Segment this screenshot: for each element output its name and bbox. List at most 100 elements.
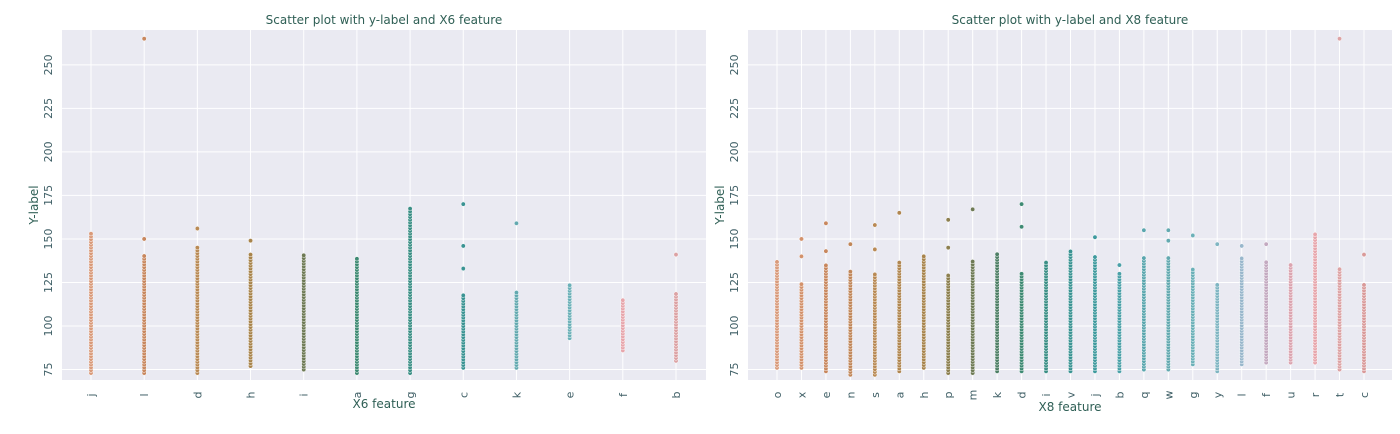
right-data-point: [994, 251, 1000, 257]
left-data-point: [194, 245, 200, 251]
right-data-point: [1019, 201, 1025, 207]
right-y-tick-label: 125: [728, 272, 741, 293]
left-data-point: [354, 256, 360, 262]
right-x-tick-label: i: [1040, 393, 1053, 396]
left-y-tick-label: 100: [42, 316, 55, 337]
right-data-point: [823, 248, 829, 254]
left-x-tick-label: g: [404, 392, 417, 399]
right-y-ticks: 75 100 125 150 175 200 225 250: [728, 54, 741, 376]
left-data-point: [141, 236, 147, 242]
right-y-tick-label: 150: [728, 228, 741, 249]
right-x-tick-label: y: [1211, 391, 1224, 398]
left-data-point: [460, 292, 466, 298]
right-data-point: [872, 222, 878, 228]
right-data-point: [1019, 224, 1025, 230]
right-data-point: [799, 253, 804, 259]
right-data-point: [1263, 241, 1269, 247]
right-data-point: [1141, 227, 1147, 233]
left-y-tick-label: 250: [42, 54, 55, 75]
right-x-tick-label: r: [1309, 392, 1322, 397]
right-data-point: [1141, 255, 1147, 261]
left-data-point: [673, 252, 679, 258]
right-data-point: [1288, 262, 1294, 268]
left-points: [88, 36, 679, 376]
right-data-point: [1165, 238, 1171, 244]
left-data-point: [88, 231, 94, 237]
right-x-tick-label: o: [771, 391, 784, 398]
left-scatter-panel: 75 100 125 150 175 200 225 250 j l d h i a g c k e f b Sca…: [27, 13, 706, 411]
right-data-point: [823, 262, 829, 268]
left-data-point: [620, 297, 626, 303]
left-y-tick-label: 225: [42, 98, 55, 119]
left-data-point: [141, 253, 147, 259]
right-data-point: [1068, 249, 1073, 254]
left-x-tick-label: a: [351, 392, 364, 399]
right-data-point: [774, 259, 780, 265]
right-data-point: [799, 236, 804, 242]
right-data-point: [970, 259, 976, 265]
right-data-point: [823, 220, 829, 226]
right-x-tick-label: p: [942, 391, 955, 398]
left-data-point: [141, 36, 147, 42]
right-x-tick-label: h: [918, 391, 931, 398]
left-y-axis-label: Y-label: [27, 185, 41, 225]
right-y-tick-label: 75: [728, 363, 741, 377]
right-data-point: [1337, 266, 1342, 272]
right-data-point: [799, 281, 804, 287]
right-data-point: [945, 217, 951, 223]
right-x-tick-label: x: [795, 391, 808, 398]
left-y-ticks: 75 100 125 150 175 200 225 250: [42, 54, 55, 376]
left-data-point: [514, 290, 519, 296]
right-data-point: [1019, 271, 1025, 277]
right-data-point: [1116, 271, 1122, 277]
right-data-point: [1239, 256, 1245, 261]
right-x-tick-label: b: [1113, 391, 1126, 398]
left-x-tick-label: h: [245, 391, 258, 398]
right-x-tick-label: k: [991, 391, 1004, 398]
left-data-point: [460, 243, 466, 249]
left-data-point: [673, 291, 679, 297]
left-x-tick-label: f: [617, 392, 630, 397]
right-x-tick-label: e: [820, 391, 833, 398]
left-data-point: [460, 266, 466, 272]
left-y-tick-label: 125: [42, 272, 55, 293]
right-data-point: [1043, 260, 1049, 266]
right-scatter-panel: 75 100 125 150 175 200 225 250 o x e n s a h p m k d i v j b q…: [713, 13, 1392, 414]
right-data-point: [1190, 233, 1196, 238]
right-data-point: [1214, 282, 1220, 288]
right-x-tick-label: v: [1065, 391, 1078, 398]
left-x-tick-label: d: [191, 392, 204, 399]
right-data-point: [1165, 227, 1171, 233]
right-x-tick-label: a: [893, 392, 906, 399]
right-data-point: [945, 273, 951, 278]
left-data-point: [248, 238, 253, 244]
right-data-point: [1312, 231, 1318, 237]
right-x-tick-label: q: [1138, 392, 1151, 399]
right-data-point: [1263, 259, 1269, 265]
left-chart-title: Scatter plot with y-label and X6 feature: [266, 13, 503, 27]
left-y-tick-label: 150: [42, 228, 55, 249]
right-data-point: [1214, 241, 1220, 247]
right-data-point: [872, 246, 878, 252]
left-x-tick-label: l: [138, 393, 151, 396]
right-x-tick-label: u: [1285, 392, 1298, 399]
left-x-tick-label: k: [510, 391, 523, 398]
right-x-tick-label: j: [1089, 393, 1102, 397]
left-x-tick-label: c: [457, 392, 470, 398]
right-data-point: [872, 272, 878, 277]
right-x-tick-label: g: [1187, 392, 1200, 399]
right-x-tick-label: l: [1236, 393, 1249, 396]
right-data-point: [896, 210, 902, 216]
left-data-point: [567, 282, 573, 288]
right-x-tick-label: m: [967, 390, 980, 401]
right-data-point: [1337, 36, 1342, 42]
right-y-axis-label: Y-label: [713, 185, 727, 225]
left-data-point: [248, 252, 253, 258]
left-data-point: [460, 201, 466, 207]
right-x-tick-label: c: [1358, 392, 1371, 398]
right-data-point: [847, 241, 853, 247]
right-x-axis-label: X8 feature: [1039, 400, 1102, 414]
